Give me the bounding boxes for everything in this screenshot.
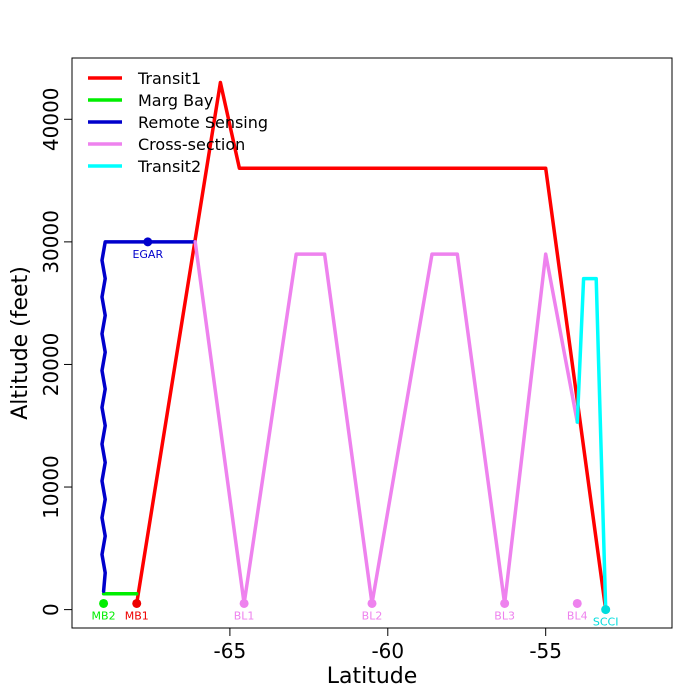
legend-label: Cross-section <box>138 135 245 154</box>
y-tick-label: 40000 <box>39 87 63 151</box>
waypoint-marker <box>143 237 153 247</box>
waypoint-label: MB1 <box>125 609 149 622</box>
series-layer <box>100 80 608 612</box>
waypoint-marker <box>500 598 510 608</box>
x-tick-label: -55 <box>529 639 562 663</box>
y-tick-label: 30000 <box>39 210 63 274</box>
waypoint-label: SCCI <box>593 616 619 629</box>
y-axis-title: Altitude (feet) <box>8 266 33 420</box>
series-line-transit1 <box>134 80 608 612</box>
legend-label: Marg Bay <box>138 91 213 110</box>
plot-frame <box>71 57 673 629</box>
waypoint-marker <box>367 598 377 608</box>
waypoint-label: BL3 <box>494 609 515 622</box>
waypoint-label: BL1 <box>234 609 255 622</box>
series-line-cross-section <box>193 240 580 606</box>
waypoint-label: BL2 <box>362 609 383 622</box>
series-line-transit2 <box>575 276 608 612</box>
x-axis-title: Latitude <box>327 664 418 689</box>
x-tick-label: -60 <box>371 639 404 663</box>
waypoint-marker <box>99 598 109 608</box>
waypoint-marker <box>601 605 611 615</box>
y-tick-label: 20000 <box>39 333 63 397</box>
legend-label: Remote Sensing <box>138 113 268 132</box>
legend: Transit1 Marg Bay Remote Sensing Cross-sect… <box>88 69 268 176</box>
y-axis-ticks: 0 10000 20000 30000 40000 <box>39 87 72 616</box>
legend-label: Transit1 <box>137 69 201 88</box>
y-tick-label: 0 <box>39 603 63 616</box>
waypoint-marker <box>239 598 249 608</box>
legend-label: Transit2 <box>137 157 201 176</box>
x-tick-label: -65 <box>214 639 247 663</box>
waypoint-marker <box>572 598 582 608</box>
waypoint-label: MB2 <box>92 609 116 622</box>
y-tick-label: 10000 <box>39 455 63 519</box>
waypoint-label: EGAR <box>132 248 163 261</box>
waypoint-label: BL4 <box>567 609 588 622</box>
waypoint-marker <box>132 598 142 608</box>
series-line-remote-sensing <box>100 240 197 593</box>
waypoint-layer: MB2 MB1 EGAR BL1 BL2 BL3 BL4 SCCI <box>92 237 619 629</box>
x-axis-ticks: -65 -60 -55 <box>214 628 562 663</box>
